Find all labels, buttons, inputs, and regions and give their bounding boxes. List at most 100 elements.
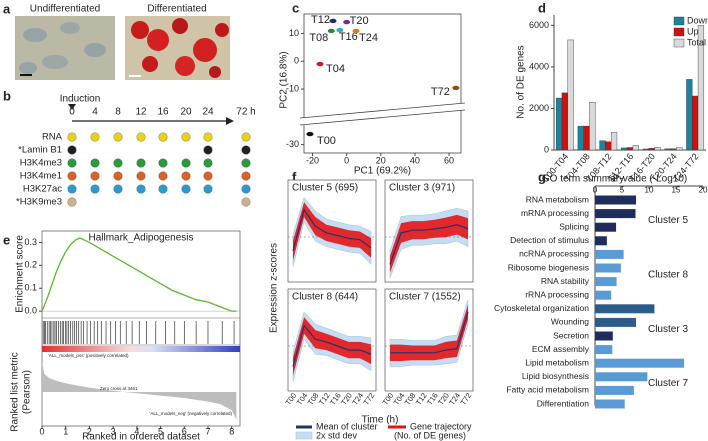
bar [621, 147, 628, 151]
assay-dot [241, 145, 251, 155]
legend-label: 2x std dev [316, 430, 358, 440]
y-tick-label: 2000 [529, 103, 549, 113]
x-tick-label: -20 [306, 155, 319, 165]
micrograph-diff [125, 16, 230, 80]
axis-break-line [299, 102, 466, 119]
cluster-mean [390, 311, 469, 354]
assay-dot [67, 145, 77, 155]
term-label: Secretion [553, 330, 589, 340]
y-tick-label: 10 [289, 28, 299, 38]
y-tick-label: 0 [294, 56, 299, 66]
assay-dot [241, 171, 251, 181]
bar [567, 39, 574, 151]
point [327, 28, 335, 34]
bar [595, 385, 634, 395]
point [336, 27, 344, 33]
legend-label: Down [687, 15, 708, 25]
row-label: RNA [42, 132, 63, 143]
point-label: T20 [350, 15, 369, 27]
legend-swatch [673, 16, 685, 26]
cluster-mean [292, 208, 372, 251]
bar [595, 195, 637, 205]
assay-dot [203, 171, 213, 181]
legend-swatch [673, 27, 685, 37]
time-label: 24 [202, 107, 214, 118]
point [452, 85, 460, 91]
bar [626, 147, 634, 151]
row-label: H3K27ac [23, 184, 62, 195]
panel-label: g [538, 169, 546, 184]
y-tick-label: -10 [286, 83, 299, 93]
assay-dot [113, 184, 123, 194]
x-tick-label: 20 [376, 155, 386, 165]
assay-dot [67, 197, 77, 207]
gene-trajectories [390, 304, 468, 361]
y-tick-label: -30 [286, 139, 299, 149]
y-axis-label: Expression z-scores [269, 243, 280, 333]
assay-dot [113, 132, 123, 142]
row-label: H3K4me1 [20, 171, 62, 182]
bar [664, 148, 671, 151]
assay-dot [181, 184, 191, 194]
x-tick-label: 5 [620, 186, 625, 195]
legend-swatch [673, 38, 685, 48]
bar [599, 140, 606, 151]
bar [595, 209, 636, 219]
cluster-label: Cluster 5 [648, 215, 688, 226]
x-tick-label: 0 [344, 155, 349, 165]
axis-break [300, 103, 465, 125]
y-axis-label: PC2 (16.8%) [279, 51, 290, 108]
point-label: T04 [326, 63, 345, 75]
y-tick-label: 6000 [529, 20, 549, 30]
metric-area [42, 362, 237, 420]
term-label: Wounding [551, 317, 589, 327]
time-label: 12 [135, 107, 147, 118]
timeline-arrow [226, 117, 234, 125]
es-frame [41, 230, 241, 427]
assay-dot [158, 158, 168, 168]
bar [648, 148, 655, 151]
time-label: 16 [157, 107, 169, 118]
term-label: Lipid biosynthesis [522, 371, 589, 381]
assay-dot [90, 184, 100, 194]
term-label: RNA stability [541, 276, 590, 286]
bar [605, 141, 612, 151]
bar [595, 277, 617, 287]
x-tick-label: 6 [182, 426, 187, 436]
term-label: Lipid metabolism [525, 357, 589, 367]
subplot-title: Cluster 3 (971) [389, 183, 455, 194]
axis-break-line [299, 109, 466, 126]
assay-dot [181, 171, 191, 181]
row-label: H3K4me3 [20, 158, 62, 169]
plot-frame [303, 13, 462, 154]
term-label: RNA metabolism [526, 194, 589, 204]
assay-dot [241, 132, 251, 142]
bar [632, 145, 639, 151]
term-label: Fatty acid metabolism [506, 385, 589, 395]
y-tick-label: 0.3 [24, 237, 37, 247]
cluster-label: Cluster 3 [648, 324, 688, 335]
assay-dot [136, 184, 146, 194]
y-axis-label-lower: (Pearson) [22, 370, 33, 414]
term-label: Cytoskeletal organization [494, 303, 589, 313]
chart-title: Hallmark_Adipogenesis [88, 233, 193, 244]
y-tick-label: 0.2 [24, 260, 37, 270]
term-label: ECM assembly [532, 344, 590, 354]
assay-dot [181, 158, 191, 168]
legend-label: Mean of cluster [316, 421, 378, 431]
panel-label: a [3, 1, 11, 16]
assay-dot [203, 184, 213, 194]
panel-label: c [292, 0, 299, 15]
term-label: ncRNA processing [519, 249, 589, 259]
assay-dot [158, 184, 168, 194]
x-tick-label: 8 [229, 426, 234, 436]
assay-dot [181, 132, 191, 142]
assay-dot [241, 158, 251, 168]
assay-dot [241, 184, 251, 194]
x-axis-label: Ranked in ordered dataset [82, 432, 200, 441]
assay-dot [203, 158, 213, 168]
assay-dot [67, 184, 77, 194]
image-label: Undifferentiated [30, 4, 100, 15]
bar [589, 102, 596, 151]
point [316, 61, 324, 67]
